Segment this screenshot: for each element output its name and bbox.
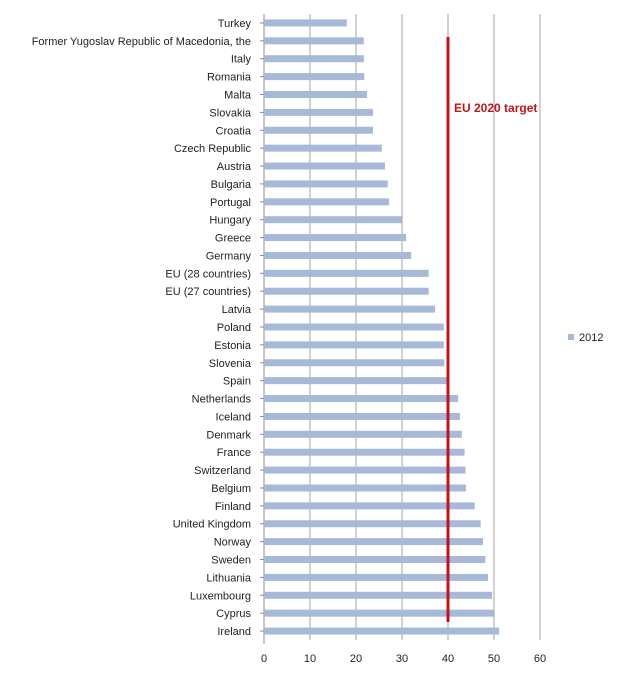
category-label: Netherlands: [192, 394, 252, 406]
category-label: Greece: [215, 233, 251, 245]
bar: [264, 484, 466, 492]
bar: [264, 251, 412, 259]
category-label: Denmark: [206, 429, 251, 441]
category-label: Italy: [231, 54, 252, 66]
bar: [264, 37, 364, 45]
bar: [264, 180, 388, 188]
bar: [264, 448, 465, 456]
legend: 2012: [568, 332, 603, 344]
category-label: Portugal: [210, 197, 251, 209]
category-label: EU (27 countries): [165, 286, 251, 298]
x-tick-labels: 0 10 20 30 40 50 60: [261, 653, 546, 665]
target-label: EU 2020 target: [454, 101, 537, 115]
x-tick-label: 60: [534, 653, 546, 665]
category-label: Former Yugoslav Republic of Macedonia, t…: [32, 36, 251, 48]
bar: [264, 627, 500, 635]
bar: [264, 162, 385, 170]
legend-label: 2012: [579, 332, 603, 344]
category-label: Sweden: [211, 555, 251, 567]
category-label: United Kingdom: [173, 519, 251, 531]
target-line-group: EU 2020 target: [446, 37, 537, 622]
category-label: EU (28 countries): [165, 268, 251, 280]
bar: [264, 234, 407, 242]
bar: [264, 108, 374, 116]
bar: [264, 126, 374, 134]
category-label: Cyprus: [216, 608, 251, 620]
category-label: Spain: [223, 376, 251, 388]
category-label: Austria: [217, 161, 252, 173]
category-label: Bulgaria: [211, 179, 252, 191]
bar: [264, 341, 444, 349]
bar: [264, 55, 364, 63]
category-label: Belgium: [211, 483, 251, 495]
bar: [264, 502, 475, 510]
category-label: Latvia: [222, 304, 252, 316]
x-tick-label: 50: [488, 653, 500, 665]
category-label: Hungary: [209, 215, 251, 227]
bar: [264, 216, 402, 224]
bar: [264, 430, 462, 438]
category-label: Germany: [206, 250, 252, 262]
category-label: Romania: [207, 72, 252, 84]
bar: [264, 609, 494, 617]
category-label: Iceland: [216, 411, 251, 423]
bar: [264, 377, 449, 385]
category-label: Slovakia: [209, 107, 251, 119]
bar: [264, 556, 486, 564]
bar: [264, 269, 429, 277]
category-labels: Turkey Former Yugoslav Republic of Macedo…: [32, 18, 252, 638]
category-label: Luxembourg: [190, 590, 251, 602]
category-label: Norway: [214, 537, 252, 549]
bar: [264, 323, 444, 331]
legend-swatch: [568, 334, 574, 340]
x-tick-label: 0: [261, 653, 267, 665]
category-label: France: [217, 447, 251, 459]
category-label: Slovenia: [209, 358, 252, 370]
category-label: Finland: [215, 501, 251, 513]
bar: [264, 287, 429, 295]
category-label: Switzerland: [194, 465, 251, 477]
bar: [264, 573, 489, 581]
bars: [264, 19, 500, 635]
x-tick-label: 30: [396, 653, 408, 665]
category-label: Czech Republic: [174, 143, 252, 155]
x-tick-label: 10: [304, 653, 316, 665]
category-label: Lithuania: [206, 572, 252, 584]
bar: [264, 19, 347, 27]
bar: [264, 198, 390, 206]
category-label: Malta: [224, 89, 252, 101]
category-label: Turkey: [218, 18, 252, 30]
bar: [264, 520, 481, 528]
category-label: Ireland: [217, 626, 251, 638]
bar: [264, 591, 493, 599]
bar: [264, 73, 365, 81]
bar: [264, 305, 436, 313]
category-label: Croatia: [216, 125, 252, 137]
category-label: Poland: [217, 322, 251, 334]
bar: [264, 395, 459, 403]
bar: [264, 144, 382, 152]
x-tick-label: 40: [442, 653, 454, 665]
x-tick-label: 20: [350, 653, 362, 665]
bar: [264, 90, 368, 98]
bar: [264, 538, 483, 546]
bar: [264, 412, 460, 420]
bar: [264, 466, 466, 474]
bar: [264, 359, 445, 367]
category-label: Estonia: [214, 340, 252, 352]
